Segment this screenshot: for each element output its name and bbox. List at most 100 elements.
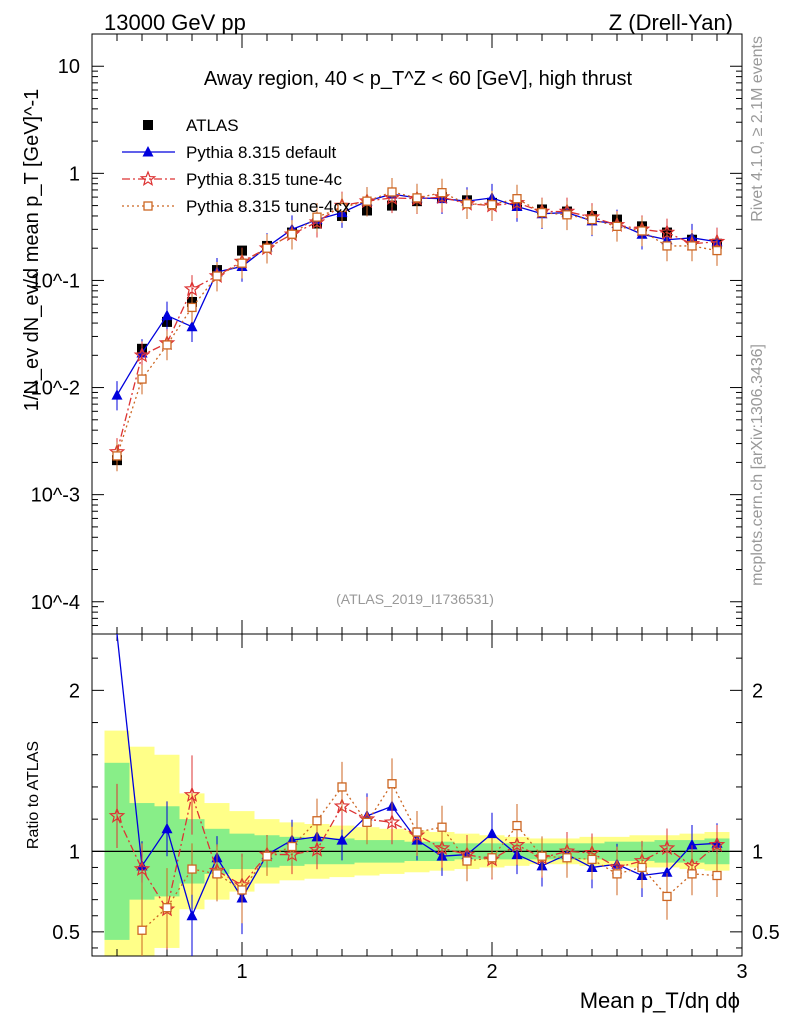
ratio-point-pythia-8-315-default [661,866,673,877]
point-pythia-8-315-tune-4cx [637,226,647,236]
point-pythia-8-315-tune-4cx [262,243,272,253]
ratio-point-pythia-8-315-tune-4cx [462,856,472,866]
point-pythia-8-315-tune-4cx [537,207,547,218]
point-pythia-8-315-tune-4cx [462,199,472,209]
point-pythia-8-315-default [186,320,198,332]
series-line-pythia-8-315-default [116,193,718,396]
ratio-point-pythia-8-315-tune-4cx [137,925,147,935]
rivet-version-label: Rivet 4.1.0, ≥ 2.1M events [749,36,766,222]
point-pythia-8-315-tune-4cx [612,221,622,231]
point-pythia-8-315-tune-4cx [112,451,122,461]
series-line-pythia-8-315-tune-4cx [116,191,718,457]
ratio-point-pythia-8-315-tune-4cx [262,851,272,861]
point-pythia-8-315-tune-4cx [187,302,197,313]
ratio-point-pythia-8-315-tune-4cx [362,817,372,828]
y-tick-label-ratio: 2 [69,680,80,702]
y-tick-label-main: 10^-4 [31,592,80,614]
point-pythia-8-315-tune-4c [183,280,201,297]
y-tick-label-ratio-right: 2 [752,680,763,702]
plot-title: Away region, 40 < p_T^Z < 60 [GeV], high… [204,68,633,90]
legend-marker-pythia-8-315-tune-4c [139,170,157,187]
point-pythia-8-315-tune-4cx [362,196,372,206]
ratio-point-pythia-8-315-tune-4cx [587,854,597,865]
ratio-point-pythia-8-315-default [161,822,173,834]
point-pythia-8-315-tune-4cx [287,229,297,239]
legend-label-pythia-8-315-tune-4c: Pythia 8.315 tune-4c [186,170,342,189]
point-pythia-8-315-tune-4cx [387,187,397,197]
point-pythia-8-315-tune-4cx [337,202,347,213]
legend-marker-atlas [143,120,153,130]
header-left-label: 13000 GeV pp [104,10,246,35]
point-pythia-8-315-tune-4cx [687,241,697,251]
analysis-id-label: (ATLAS_2019_I1736531) [336,591,494,607]
ratio-point-pythia-8-315-tune-4cx [612,869,622,879]
legend: ATLAS Pythia 8.315 default Pythia 8.315 tu… [122,116,351,216]
legend-marker-pythia-8-315-default [142,146,154,157]
ratio-point-pythia-8-315-tune-4cx [162,903,172,913]
x-tick-label: 3 [736,961,747,983]
ratio-point-pythia-8-315-tune-4cx [687,869,697,879]
point-pythia-8-315-tune-4cx [137,374,147,384]
ratio-point-pythia-8-315-tune-4cx [212,869,222,879]
x-axis-label: Mean p_T/dη dϕ [580,988,740,1013]
legend-marker-pythia-8-315-tune-4cx [143,201,153,211]
ratio-series-layer [108,633,726,956]
ratio-point-pythia-8-315-tune-4c [183,786,201,803]
ratio-point-pythia-8-315-tune-4cx [237,885,247,895]
series-line-pythia-8-315-tune-4c [116,196,718,453]
ratio-point-pythia-8-315-tune-4cx [187,864,197,874]
y-axis-label-ratio: Ratio to ATLAS [25,741,42,849]
main-series-layer [108,178,726,472]
y-tick-label-ratio-right: 0.5 [752,922,780,944]
ratio-point-pythia-8-315-tune-4cx [487,853,497,863]
ratio-point-pythia-8-315-tune-4c [308,841,326,857]
ratio-point-pythia-8-315-tune-4c [133,860,151,877]
ratio-point-pythia-8-315-default [686,838,698,850]
point-pythia-8-315-tune-4cx [512,194,522,204]
ratio-point-pythia-8-315-tune-4cx [412,827,422,837]
y-tick-label-main: 1 [69,163,80,185]
mcplots-label: mcplots.cern.ch [arXiv:1306.3436] [749,344,766,586]
point-pythia-8-315-tune-4cx [437,188,447,198]
y-tick-label-ratio: 0.5 [52,922,80,944]
point-pythia-8-315-tune-4cx [662,241,672,251]
x-tick-label: 1 [236,961,247,983]
point-pythia-8-315-tune-4cx [212,271,222,281]
ratio-point-pythia-8-315-default [336,834,348,845]
y-tick-label-main: 10^-1 [31,270,80,292]
y-tick-label-ratio: 1 [69,841,80,863]
ratio-point-pythia-8-315-tune-4cx [712,870,722,881]
point-pythia-8-315-tune-4cx [237,258,247,268]
point-pythia-8-315-tune-4c [133,346,151,363]
point-pythia-8-315-tune-4cx [712,245,722,256]
y-tick-label-main: 10^-3 [31,485,80,507]
ratio-point-pythia-8-315-default [486,827,498,839]
ratio-point-pythia-8-315-tune-4cx [537,851,547,861]
point-pythia-8-315-tune-4cx [162,340,172,350]
legend-label-atlas: ATLAS [186,116,239,135]
ratio-point-pythia-8-315-tune-4cx [437,822,447,832]
ratio-point-pythia-8-315-tune-4cx [337,782,347,792]
point-pythia-8-315-tune-4cx [312,212,322,222]
ratio-point-pythia-8-315-tune-4c [433,839,451,856]
point-pythia-8-315-tune-4cx [487,200,497,210]
legend-label-pythia-8-315-tune-4cx: Pythia 8.315 tune-4cx [186,197,351,216]
legend-label-pythia-8-315-default: Pythia 8.315 default [186,143,337,162]
ratio-point-pythia-8-315-tune-4cx [387,779,397,789]
ratio-point-pythia-8-315-tune-4c [708,836,726,852]
point-pythia-8-315-default [161,309,173,321]
ratio-point-pythia-8-315-tune-4c [383,813,401,830]
ratio-point-pythia-8-315-tune-4cx [562,853,572,863]
ratio-point-pythia-8-315-tune-4cx [637,862,647,873]
y-tick-label-ratio-right: 1 [752,841,763,863]
ratio-point-pythia-8-315-tune-4cx [512,820,522,831]
ratio-point-pythia-8-315-tune-4c [508,836,526,852]
point-pythia-8-315-tune-4cx [412,193,422,203]
header-right-label: Z (Drell-Yan) [609,10,733,35]
ratio-point-pythia-8-315-tune-4c [108,807,126,823]
y-tick-label-main: 10^-2 [31,378,80,400]
y-tick-label-main: 10 [58,56,80,78]
y-axis-label-main: 1/N_ev dN_ev/d mean p_T [GeV]^-1 [21,89,43,412]
